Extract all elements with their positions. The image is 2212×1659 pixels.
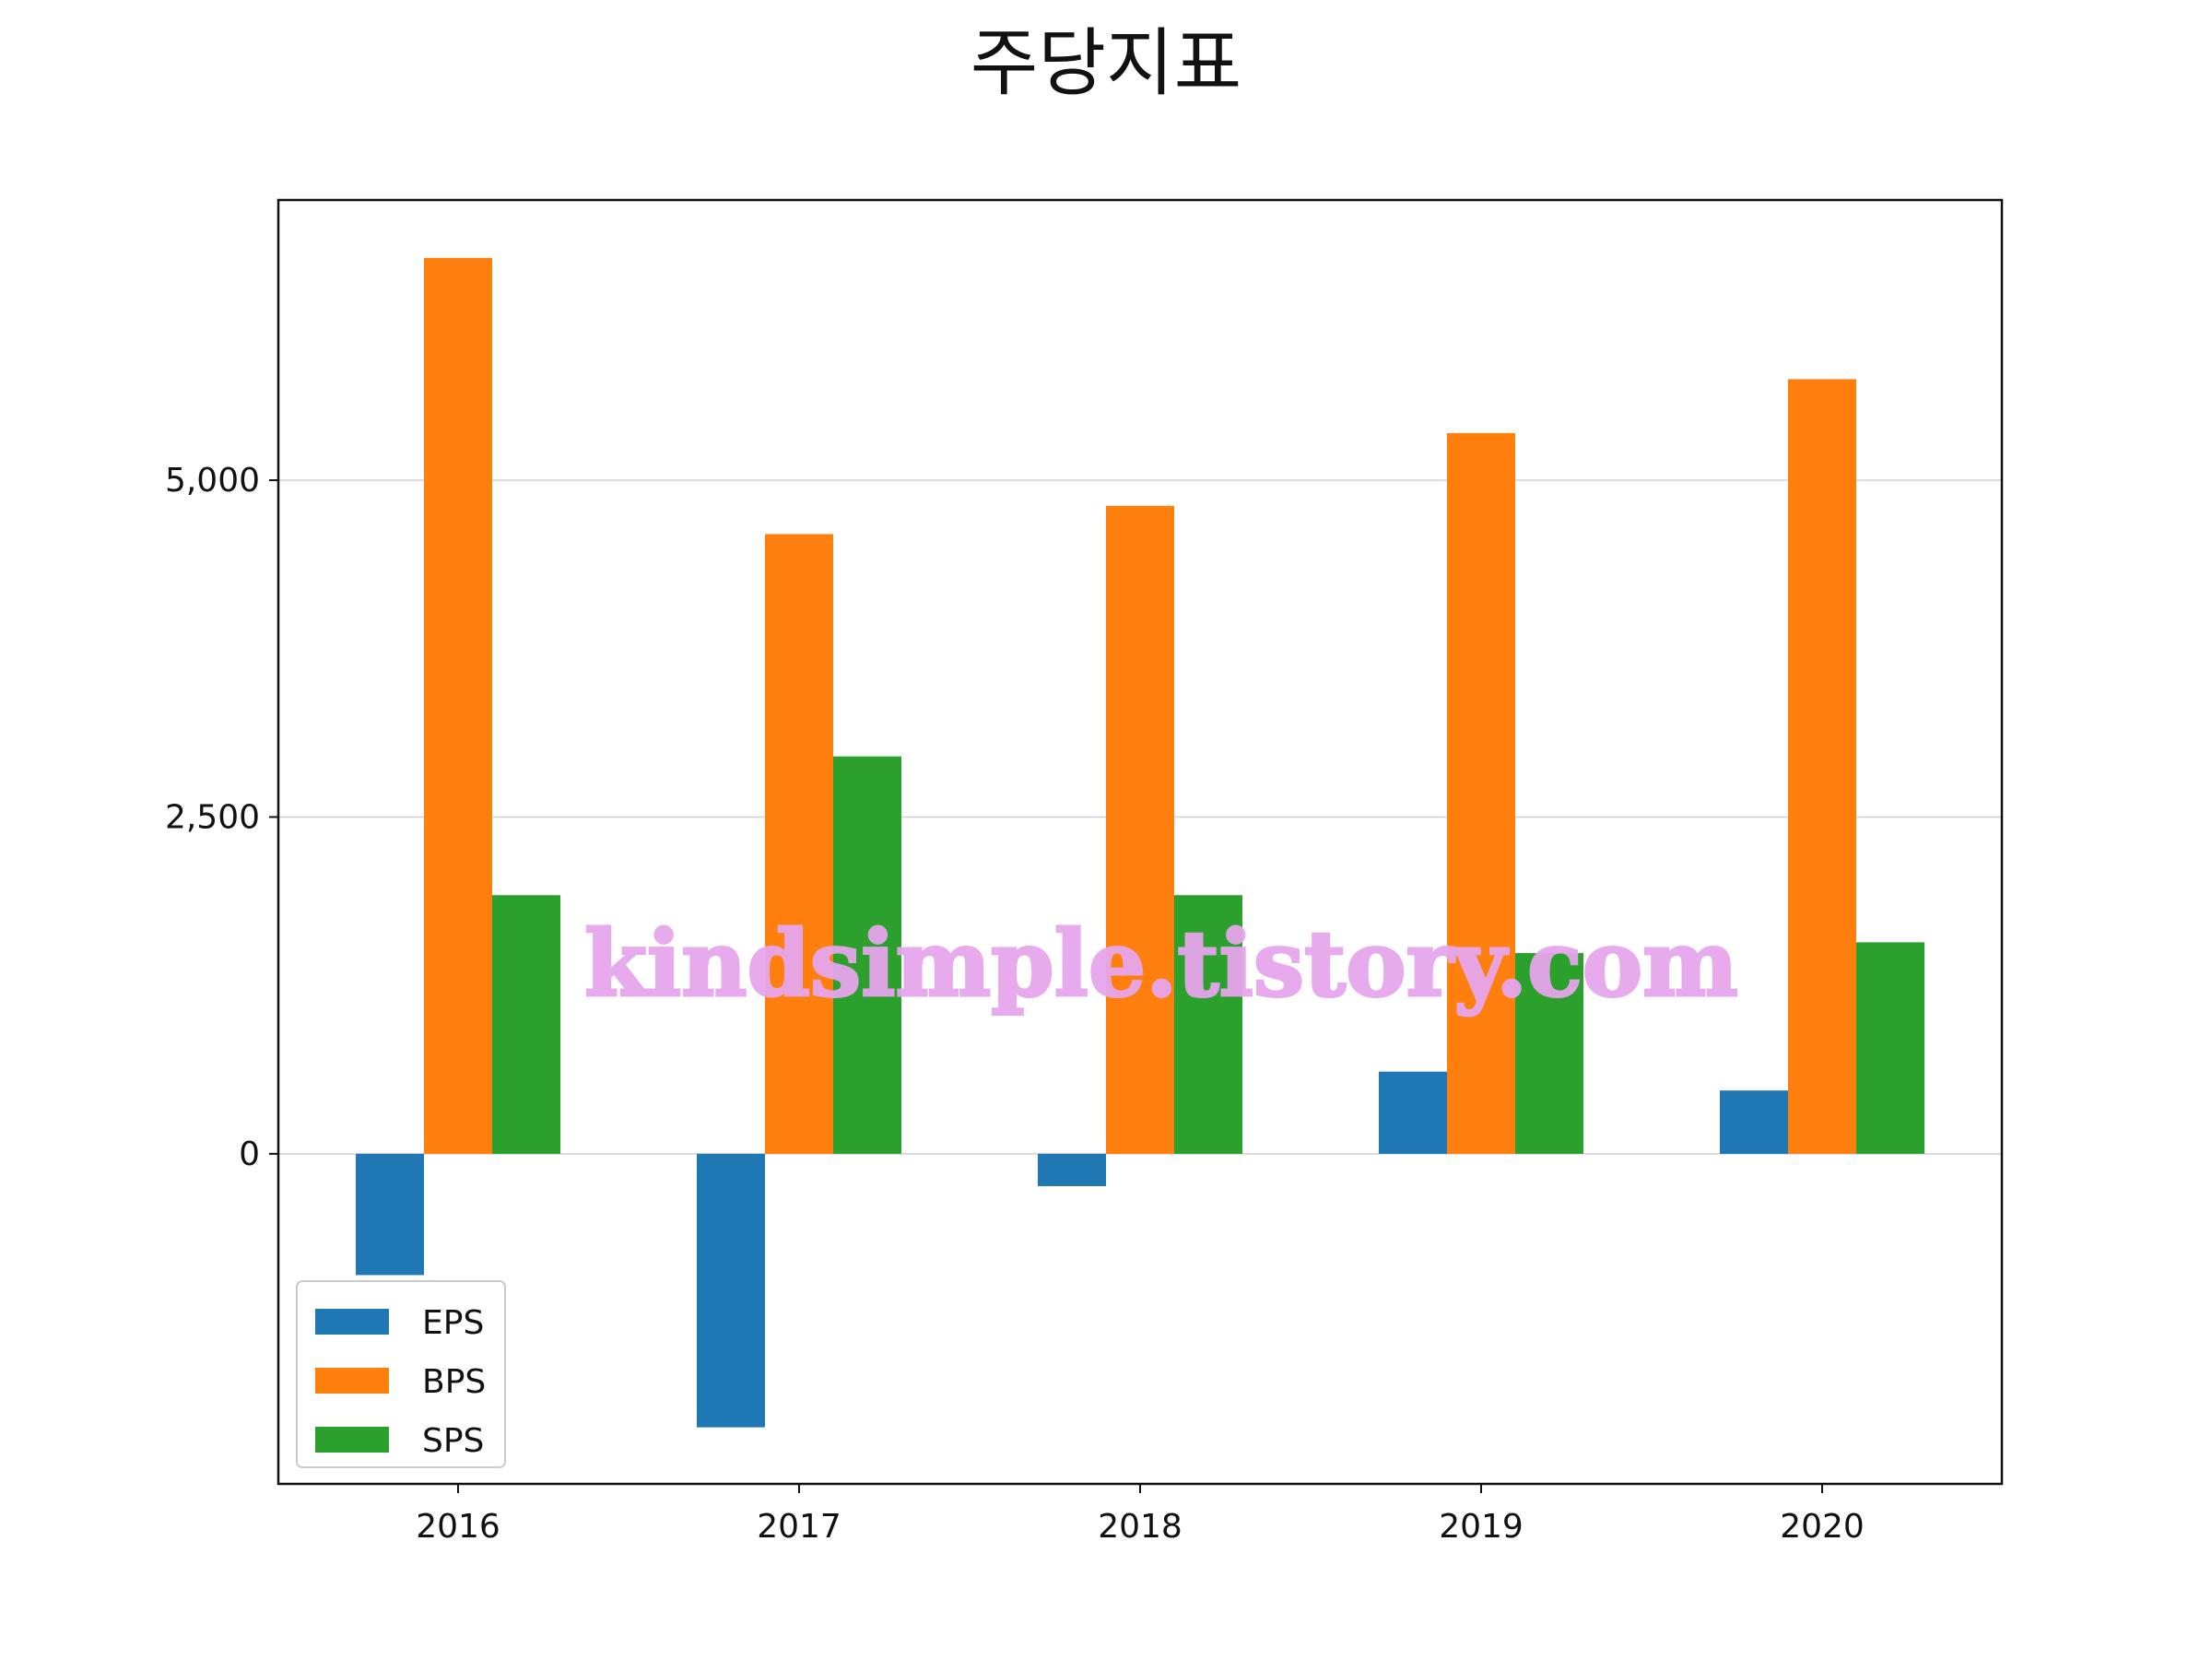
legend-label-eps: EPS bbox=[422, 1304, 484, 1342]
plot-frame bbox=[276, 198, 2004, 1486]
bar-eps-2017 bbox=[697, 1153, 765, 1428]
bar-eps-2016 bbox=[356, 1153, 424, 1276]
bar-eps-2019 bbox=[1379, 1071, 1447, 1154]
y-tick-label: 0 bbox=[239, 1135, 260, 1173]
legend-label-bps: BPS bbox=[422, 1363, 486, 1401]
watermark-text: kindsimple.tistory.com bbox=[584, 912, 1738, 1018]
y-tick-label: 5,000 bbox=[165, 462, 260, 500]
bar-sps-2018 bbox=[1174, 895, 1242, 1154]
x-tick-label: 2020 bbox=[1780, 1508, 1865, 1546]
bar-bps-2018 bbox=[1106, 505, 1174, 1154]
chart-title: 주당지표 bbox=[971, 20, 1241, 106]
x-tick-label: 2019 bbox=[1439, 1508, 1524, 1546]
legend: EPS BPS SPS bbox=[296, 1280, 506, 1468]
bar-bps-2020 bbox=[1788, 379, 1856, 1154]
bar-sps-2019 bbox=[1515, 953, 1583, 1154]
x-tick-label: 2017 bbox=[757, 1508, 841, 1546]
legend-label-sps: SPS bbox=[422, 1422, 484, 1460]
legend-swatch-eps bbox=[315, 1309, 389, 1335]
legend-swatch-bps bbox=[315, 1368, 389, 1394]
bar-sps-2016 bbox=[492, 895, 560, 1154]
axes: 2016 2017 2018 2019 2020 0 2,500 5,000 bbox=[165, 198, 2004, 1546]
bar-bps-2017 bbox=[765, 534, 833, 1154]
legend-swatch-sps bbox=[315, 1427, 389, 1453]
bars bbox=[356, 257, 1924, 1428]
bar-bps-2016 bbox=[424, 257, 492, 1154]
bar-eps-2018 bbox=[1038, 1153, 1106, 1186]
bar-sps-2017 bbox=[833, 756, 901, 1154]
y-tick-label: 2,500 bbox=[165, 798, 260, 836]
bar-eps-2020 bbox=[1720, 1090, 1788, 1154]
bar-bps-2019 bbox=[1447, 432, 1515, 1154]
bar-sps-2020 bbox=[1856, 942, 1924, 1154]
x-tick-label: 2018 bbox=[1098, 1508, 1182, 1546]
x-tick-label: 2016 bbox=[416, 1508, 500, 1546]
